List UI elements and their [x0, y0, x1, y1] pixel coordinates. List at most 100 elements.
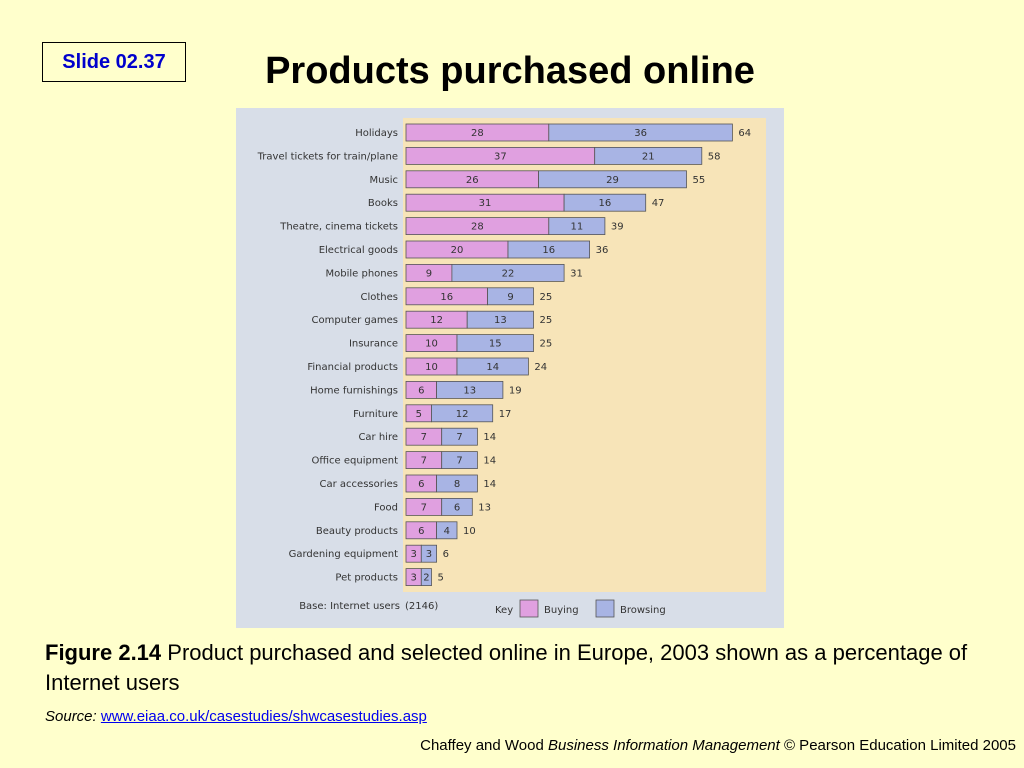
browsing-bar	[436, 380, 504, 399]
browsing-bar	[456, 334, 534, 353]
figure-label: Figure 2.14	[45, 640, 162, 665]
browsing-value-label: 13	[494, 315, 507, 326]
category-label: Pet products	[335, 573, 398, 584]
buying-value-label: 12	[430, 315, 443, 326]
buying-value-label: 26	[466, 175, 479, 186]
browsing-value-label: 36	[634, 128, 647, 139]
browsing-value-label: 7	[456, 456, 462, 467]
source-label: Source:	[45, 708, 97, 725]
total-value-label: 25	[540, 339, 553, 350]
buying-value-label: 28	[471, 222, 484, 233]
browsing-bar	[431, 404, 494, 423]
total-value-label: 6	[443, 549, 449, 560]
category-label: Books	[368, 198, 398, 209]
total-value-label: 14	[483, 479, 496, 490]
buying-value-label: 37	[494, 151, 507, 162]
source-line: Source: www.eiaa.co.uk/casestudies/shwca…	[45, 708, 427, 725]
browsing-bar	[441, 451, 478, 470]
footer-suffix: © Pearson Education Limited 2005	[779, 737, 1016, 754]
browsing-bar	[451, 263, 565, 282]
category-label: Car accessories	[320, 479, 398, 490]
legend-buying-swatch	[519, 599, 539, 618]
browsing-bar	[436, 521, 458, 540]
browsing-bar	[436, 474, 478, 493]
category-label: Travel tickets for train/plane	[257, 151, 398, 162]
browsing-value-label: 12	[456, 409, 469, 420]
browsing-bar	[441, 427, 478, 446]
total-value-label: 14	[483, 456, 496, 467]
buying-value-label: 7	[421, 456, 427, 467]
total-value-label: 47	[652, 198, 665, 209]
total-value-label: 36	[596, 245, 609, 256]
total-value-label: 55	[693, 175, 706, 186]
browsing-bar	[420, 568, 432, 587]
browsing-value-label: 21	[642, 151, 655, 162]
buying-value-label: 20	[451, 245, 464, 256]
total-value-label: 24	[534, 362, 547, 373]
footer-prefix: Chaffey and Wood	[420, 737, 548, 754]
legend-browsing-swatch	[595, 599, 615, 618]
category-label: Holidays	[355, 128, 398, 139]
category-label: Car hire	[358, 432, 398, 443]
category-label: Music	[370, 175, 398, 186]
buying-value-label: 10	[425, 339, 438, 350]
buying-value-label: 31	[479, 198, 492, 209]
browsing-bar	[548, 123, 733, 142]
legend-buying-label: Buying	[544, 605, 579, 616]
category-label: Clothes	[361, 292, 399, 303]
total-value-label: 31	[570, 268, 583, 279]
category-label: Computer games	[312, 315, 398, 326]
category-label: Electrical goods	[319, 245, 398, 256]
browsing-value-label: 13	[463, 385, 476, 396]
chart-panel: Holidays 28 36 64 Travel tickets for train/p…	[236, 108, 784, 628]
browsing-value-label: 6	[454, 502, 460, 513]
legend-key-label: Key	[495, 605, 513, 616]
browsing-bar	[456, 357, 529, 376]
slide-number-badge: Slide 02.37	[42, 42, 186, 82]
browsing-bar	[487, 287, 534, 306]
browsing-bar	[441, 497, 473, 516]
category-label: Food	[374, 502, 398, 513]
source-link[interactable]: www.eiaa.co.uk/casestudies/shwcasestudie…	[100, 708, 427, 725]
browsing-bar	[420, 544, 438, 563]
base-value: (2146)	[405, 601, 438, 612]
buying-value-label: 6	[418, 526, 424, 537]
browsing-value-label: 11	[570, 222, 583, 233]
buying-value-label: 7	[421, 502, 427, 513]
browsing-value-label: 4	[444, 526, 450, 537]
total-value-label: 25	[540, 315, 553, 326]
browsing-value-label: 22	[502, 268, 515, 279]
total-value-label: 19	[509, 385, 522, 396]
buying-value-label: 6	[418, 479, 424, 490]
browsing-value-label: 29	[606, 175, 619, 186]
total-value-label: 39	[611, 222, 624, 233]
category-label: Office equipment	[312, 456, 399, 467]
plot-area	[403, 118, 766, 592]
total-value-label: 13	[478, 502, 491, 513]
category-label: Furniture	[353, 409, 398, 420]
buying-value-label: 3	[410, 573, 416, 584]
browsing-bar	[538, 170, 687, 189]
total-value-label: 58	[708, 151, 721, 162]
browsing-value-label: 3	[426, 549, 432, 560]
buying-value-label: 9	[426, 268, 432, 279]
figure-caption-text: Product purchased and selected online in…	[45, 640, 968, 695]
browsing-bar	[466, 310, 534, 329]
buying-value-label: 7	[421, 432, 427, 443]
browsing-value-label: 15	[489, 339, 502, 350]
slide-title: Products purchased online	[0, 50, 1024, 93]
browsing-value-label: 14	[486, 362, 499, 373]
total-value-label: 14	[483, 432, 496, 443]
total-value-label: 25	[540, 292, 553, 303]
category-label: Mobile phones	[326, 268, 399, 279]
legend-browsing-label: Browsing	[620, 605, 666, 616]
figure-caption: Figure 2.14 Product purchased and select…	[45, 638, 985, 698]
buying-value-label: 5	[416, 409, 422, 420]
browsing-bar	[507, 240, 590, 259]
browsing-bar	[548, 217, 606, 235]
buying-value-label: 3	[410, 549, 416, 560]
total-value-label: 17	[499, 409, 512, 420]
buying-value-label: 6	[418, 385, 424, 396]
footer-book-title: Business Information Management	[548, 737, 780, 754]
